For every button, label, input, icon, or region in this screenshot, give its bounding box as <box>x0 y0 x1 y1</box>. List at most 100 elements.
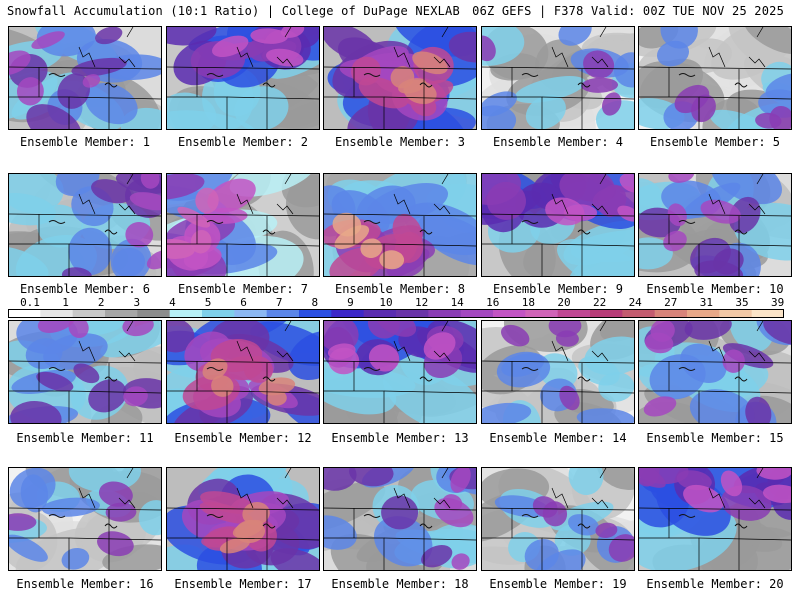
river-line <box>678 220 748 235</box>
snowfall-contour <box>37 321 76 333</box>
snowfall-contour <box>700 199 741 224</box>
state-border-line <box>441 321 449 332</box>
ensemble-member-label: Ensemble Member: 13 <box>331 431 469 445</box>
snowfall-contour <box>482 402 532 423</box>
snowfall-contour <box>729 321 775 352</box>
ensemble-map-panel <box>481 320 635 424</box>
snowfall-contour <box>9 513 37 531</box>
snowfall-contour <box>613 52 634 88</box>
state-border-line <box>276 497 294 509</box>
snowfall-contour <box>334 225 370 250</box>
state-border-line <box>599 27 607 38</box>
river-line <box>363 73 433 88</box>
state-border-line <box>126 468 134 479</box>
state-border-line <box>226 537 319 541</box>
snowfall-contour <box>382 361 476 423</box>
river-line <box>678 514 748 529</box>
state-border-line <box>78 193 96 215</box>
ensemble-map-panel <box>481 173 635 277</box>
ensemble-map-panel <box>638 467 792 571</box>
legend-tick-label: 24 <box>628 296 642 309</box>
river-line <box>363 367 433 382</box>
legend-tick-label: 9 <box>347 296 354 309</box>
state-border-line <box>639 360 791 364</box>
snowfall-contour <box>423 332 456 360</box>
snowfall-contour <box>392 213 423 250</box>
state-border-line <box>756 468 764 479</box>
legend-color-swatch <box>363 309 397 318</box>
snowfall-contour <box>9 50 31 76</box>
legend-color-swatch <box>557 309 591 318</box>
snowfall-contour <box>82 74 101 88</box>
legend-tick-label: 16 <box>486 296 500 309</box>
ensemble-member-label: Ensemble Member: 5 <box>649 135 781 149</box>
snowfall-contour <box>199 502 253 524</box>
snowfall-contour <box>660 27 698 49</box>
snowfall-contour <box>288 331 319 380</box>
snowfall-contour <box>125 221 154 248</box>
ensemble-member-label: Ensemble Member: 17 <box>174 577 312 591</box>
snowfall-contour <box>644 332 674 354</box>
ensemble-member-label: Ensemble Member: 10 <box>646 282 784 296</box>
snowfall-contour <box>105 502 137 522</box>
legend-color-swatch <box>525 309 559 318</box>
ensemble-member-label: Ensemble Member: 18 <box>331 577 469 591</box>
legend-tick-label: 14 <box>450 296 464 309</box>
river-line <box>363 220 433 235</box>
snowfall-contour <box>123 386 148 407</box>
ensemble-member-label: Ensemble Member: 2 <box>177 135 309 149</box>
snowfall-contour <box>61 547 90 570</box>
snowfall-map <box>167 27 319 129</box>
snowfall-contour <box>482 105 517 129</box>
snowfall-contour <box>373 516 433 567</box>
state-border-line <box>591 56 609 68</box>
snowfall-contour <box>324 481 386 532</box>
snowfall-contour <box>195 187 219 214</box>
snowfall-map <box>482 174 634 276</box>
legend-color-swatch <box>137 309 171 318</box>
snowfall-contour <box>360 238 383 258</box>
snowfall-contour <box>598 372 634 402</box>
snowfall-contour <box>418 213 476 266</box>
state-border-line <box>118 497 136 509</box>
legend-border <box>8 309 784 318</box>
river-line <box>363 514 433 529</box>
river-line <box>678 73 748 88</box>
ensemble-map-panel <box>481 467 635 571</box>
ensemble-map-panel <box>323 173 477 277</box>
snowfall-contour <box>98 481 133 507</box>
state-border-line <box>441 27 449 38</box>
state-border-line <box>284 468 292 479</box>
state-border-line <box>698 96 791 100</box>
state-border-line <box>698 537 791 541</box>
snowfall-contour <box>581 77 619 93</box>
state-border-line <box>551 193 569 215</box>
ensemble-map-panel <box>166 467 320 571</box>
ensemble-member-label: Ensemble Member: 4 <box>492 135 624 149</box>
state-border-line <box>9 360 161 364</box>
snowfall-contour <box>41 497 100 517</box>
state-border-line <box>482 66 634 70</box>
snowfall-contour <box>448 31 476 63</box>
snowfall-map <box>9 468 161 570</box>
snowfall-map <box>167 321 319 423</box>
state-border-line <box>393 193 411 215</box>
state-border-line <box>698 243 791 247</box>
snowfall-contour <box>683 484 724 513</box>
state-border-line <box>551 487 569 509</box>
snowfall-contour <box>235 520 266 543</box>
state-border-line <box>324 66 476 70</box>
snowfall-map <box>639 321 791 423</box>
snowfall-contour <box>324 468 357 491</box>
legend-tick-label: 0.1 <box>20 296 40 309</box>
snowfall-contour <box>576 408 634 423</box>
legend-tick-label: 39 <box>770 296 785 309</box>
state-border-line <box>167 213 319 217</box>
snowfall-contour <box>374 321 417 337</box>
ensemble-member-label: Ensemble Member: 1 <box>19 135 151 149</box>
snowfall-contour <box>668 174 695 183</box>
snowfall-map <box>9 27 161 129</box>
state-border-line <box>433 497 451 509</box>
ensemble-map-panel <box>638 320 792 424</box>
state-border-line <box>541 96 634 100</box>
